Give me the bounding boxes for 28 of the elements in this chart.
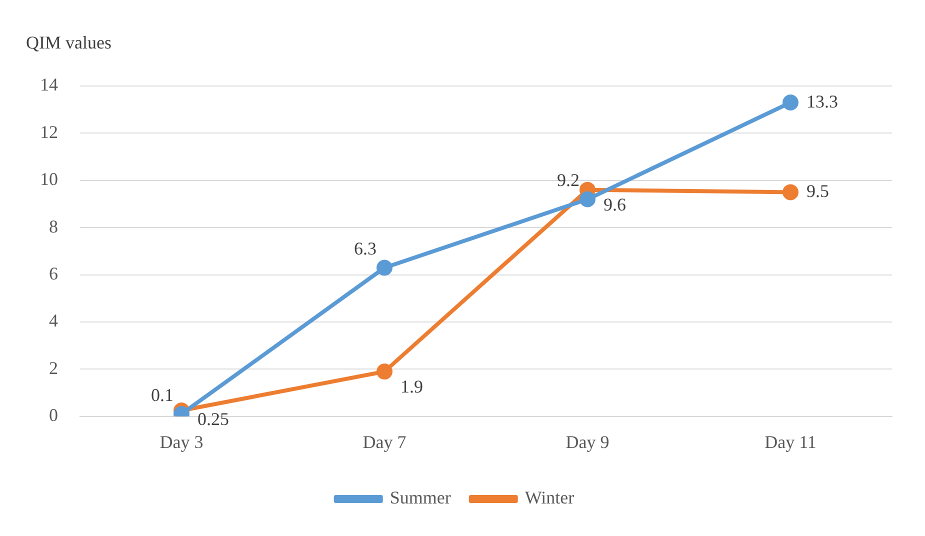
y-tick-label: 2 <box>49 358 58 378</box>
data-label: 9.6 <box>604 194 626 215</box>
point <box>376 260 392 276</box>
y-tick-label: 0 <box>49 405 58 426</box>
legend-label: Summer <box>390 488 451 508</box>
y-tick-label: 14 <box>40 74 58 95</box>
y-tick-label: 4 <box>49 310 58 331</box>
y-tick-label: 10 <box>40 169 58 190</box>
data-label: 9.2 <box>557 170 580 190</box>
x-tick-label: Day 9 <box>566 432 610 452</box>
point <box>782 184 798 200</box>
data-label: 0.1 <box>151 384 174 405</box>
point <box>376 364 392 380</box>
y-tick-label: 6 <box>49 264 58 284</box>
x-tick-label: Day 7 <box>362 432 406 452</box>
y-axis-title: QIM values <box>26 32 112 53</box>
data-label: 0.25 <box>198 409 229 430</box>
point <box>782 94 798 111</box>
x-tick-label: Day 3 <box>160 432 204 452</box>
y-tick-label: 12 <box>40 122 58 142</box>
data-label: 1.9 <box>400 376 423 396</box>
point <box>580 191 596 208</box>
y-tick-label: 8 <box>49 216 58 236</box>
data-label: 6.3 <box>354 238 376 258</box>
data-label: 9.5 <box>806 180 829 201</box>
legend-label: Winter <box>524 488 574 508</box>
x-tick-label: Day 11 <box>764 432 816 452</box>
data-label: 13.3 <box>806 91 838 112</box>
